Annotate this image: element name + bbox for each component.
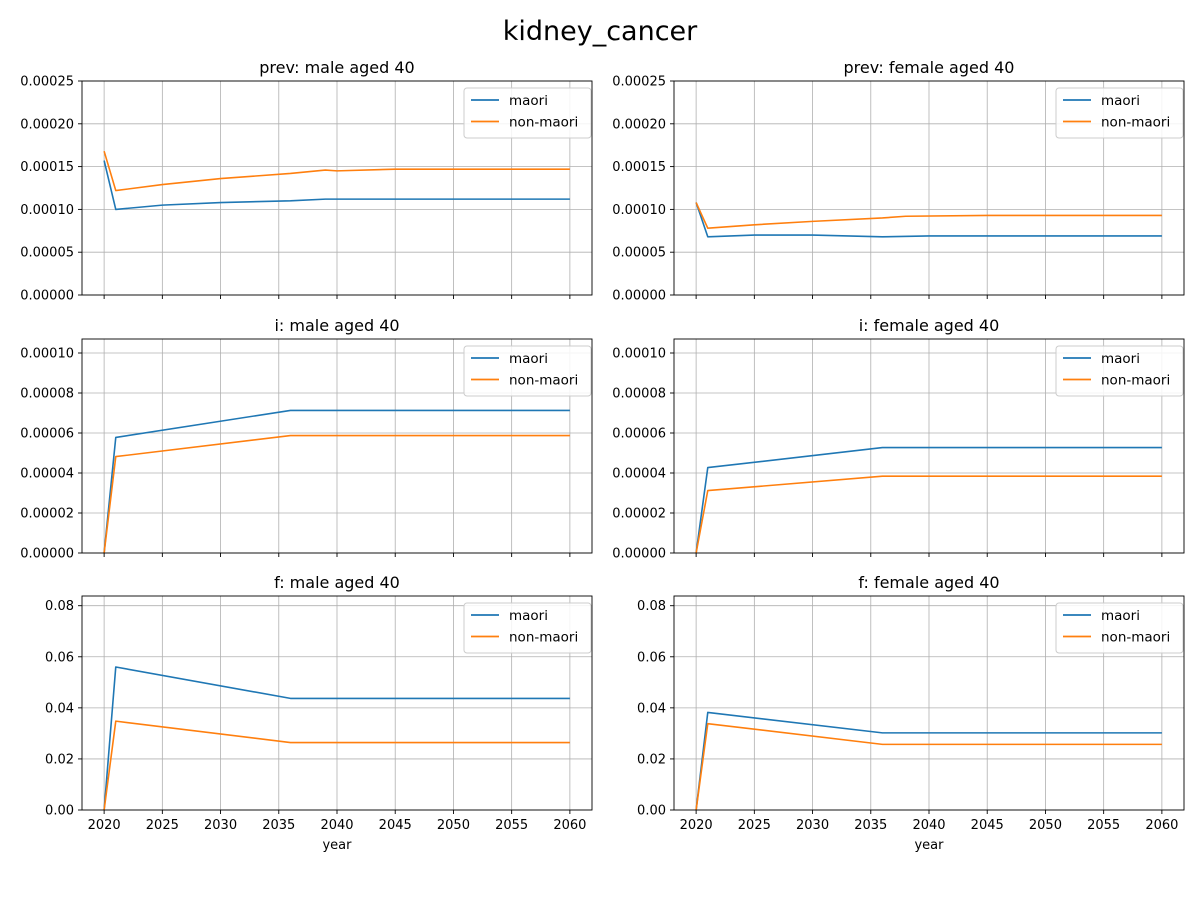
legend-label-non-maori: non-maori — [1101, 630, 1170, 646]
series-line-non-maori — [695, 475, 1162, 554]
series-line-maori — [695, 446, 1162, 554]
y-tick-label: 0.04 — [45, 701, 74, 716]
y-tick-label: 0.00015 — [612, 160, 666, 175]
chart-panel-4: 0.00000 0.00002 0.00004 0.00006 0.00008 0.000… — [612, 316, 1185, 562]
y-tick-label: 0.00000 — [612, 289, 666, 304]
y-tick-label: 0.04 — [637, 701, 666, 716]
series-line-non-maori — [103, 434, 570, 554]
x-tick-label: 2030 — [204, 818, 237, 833]
y-tick-label: 0.00020 — [20, 117, 74, 132]
y-tick-label: 0.00004 — [20, 467, 74, 482]
x-tick-label: 2045 — [971, 818, 1004, 833]
x-tick-label: 2055 — [495, 818, 528, 833]
x-axis-label: year — [914, 838, 944, 853]
y-tick-label: 0.00005 — [612, 246, 666, 261]
y-tick-label: 0.00 — [45, 804, 74, 819]
x-tick-label: 2055 — [1087, 818, 1120, 833]
chart-panel-1: 0.00000 0.00005 0.00010 0.00015 0.00020 0.000… — [20, 58, 593, 304]
y-tick-label: 0.00015 — [20, 160, 74, 175]
series-line-maori — [103, 409, 570, 554]
y-tick-label: 0.00 — [637, 804, 666, 819]
y-tick-label: 0.00002 — [612, 507, 666, 522]
y-tick-label: 0.00006 — [612, 427, 666, 442]
x-tick-label: 2040 — [912, 818, 945, 833]
x-tick-label: 2020 — [88, 818, 121, 833]
x-tick-label: 2020 — [680, 818, 713, 833]
y-tick-label: 0.00008 — [20, 387, 74, 402]
x-tick-label: 2025 — [146, 818, 179, 833]
y-tick-label: 0.06 — [45, 650, 74, 665]
y-tick-label: 0.02 — [45, 752, 74, 767]
y-tick-label: 0.00020 — [612, 117, 666, 132]
legend-label-non-maori: non-maori — [509, 115, 578, 131]
x-tick-label: 2060 — [553, 818, 586, 833]
y-tick-label: 0.08 — [45, 599, 74, 614]
legend: maori non-maori — [1055, 602, 1184, 654]
series-line-maori — [103, 160, 570, 211]
y-tick-label: 0.08 — [637, 599, 666, 614]
legend: maori non-maori — [463, 602, 592, 654]
y-tick-label: 0.00025 — [20, 75, 74, 90]
y-tick-label: 0.00000 — [20, 289, 74, 304]
panel-title: i: female aged 40 — [859, 316, 1000, 335]
y-tick-label: 0.00025 — [612, 75, 666, 90]
x-tick-label: 2060 — [1145, 818, 1178, 833]
panel-title: f: male aged 40 — [274, 573, 400, 592]
legend: maori non-maori — [463, 345, 592, 397]
panel-title: i: male aged 40 — [274, 316, 399, 335]
x-tick-label: 2030 — [796, 818, 829, 833]
legend-label-maori: maori — [509, 351, 548, 367]
chart-panel-3: 0.00000 0.00002 0.00004 0.00006 0.00008 0.000… — [20, 316, 593, 562]
legend-label-maori: maori — [1101, 351, 1140, 367]
y-tick-label: 0.02 — [637, 752, 666, 767]
y-tick-label: 0.00010 — [20, 203, 74, 218]
panel-title: prev: female aged 40 — [844, 58, 1015, 77]
legend-label-non-maori: non-maori — [509, 373, 578, 389]
legend-label-maori: maori — [509, 93, 548, 109]
panel-title: prev: male aged 40 — [259, 58, 414, 77]
x-axis-label: year — [322, 838, 352, 853]
series-line-non-maori — [103, 720, 570, 811]
x-tick-label: 2050 — [1029, 818, 1062, 833]
legend-label-non-maori: non-maori — [1101, 373, 1170, 389]
legend-label-maori: maori — [1101, 608, 1140, 624]
y-tick-label: 0.00005 — [20, 246, 74, 261]
series-line-maori — [695, 202, 1162, 238]
x-tick-label: 2040 — [320, 818, 353, 833]
y-tick-label: 0.06 — [637, 650, 666, 665]
series-line-non-maori — [695, 722, 1162, 811]
x-tick-label: 2035 — [854, 818, 887, 833]
y-tick-label: 0.00010 — [612, 347, 666, 362]
legend: maori non-maori — [1055, 87, 1184, 139]
x-tick-label: 2035 — [262, 818, 295, 833]
x-tick-label: 2045 — [379, 818, 412, 833]
y-tick-label: 0.00006 — [20, 427, 74, 442]
series-line-maori — [103, 666, 570, 811]
series-line-non-maori — [103, 150, 570, 192]
x-tick-label: 2050 — [437, 818, 470, 833]
chart-panel-2: 0.00000 0.00005 0.00010 0.00015 0.00020 0.000… — [612, 58, 1185, 304]
legend: maori non-maori — [463, 87, 592, 139]
y-tick-label: 0.00010 — [20, 347, 74, 362]
chart-panel-5: 2020 2025 2030 2035 2040 2045 2050 2055 2060 0.00… — [45, 573, 593, 853]
legend-label-non-maori: non-maori — [509, 630, 578, 646]
legend-label-maori: maori — [1101, 93, 1140, 109]
y-tick-label: 0.00008 — [612, 387, 666, 402]
x-tick-label: 2025 — [738, 818, 771, 833]
y-tick-label: 0.00010 — [612, 203, 666, 218]
figure-title: kidney_cancer — [503, 16, 698, 47]
y-tick-label: 0.00002 — [20, 507, 74, 522]
y-tick-label: 0.00000 — [20, 547, 74, 562]
panel-title: f: female aged 40 — [858, 573, 999, 592]
series-line-non-maori — [695, 202, 1162, 230]
legend: maori non-maori — [1055, 345, 1184, 397]
chart-panel-6: 2020 2025 2030 2035 2040 2045 2050 2055 2060 0.00… — [637, 573, 1185, 853]
legend-label-non-maori: non-maori — [1101, 115, 1170, 131]
y-tick-label: 0.00000 — [612, 547, 666, 562]
y-tick-label: 0.00004 — [612, 467, 666, 482]
legend-label-maori: maori — [509, 608, 548, 624]
